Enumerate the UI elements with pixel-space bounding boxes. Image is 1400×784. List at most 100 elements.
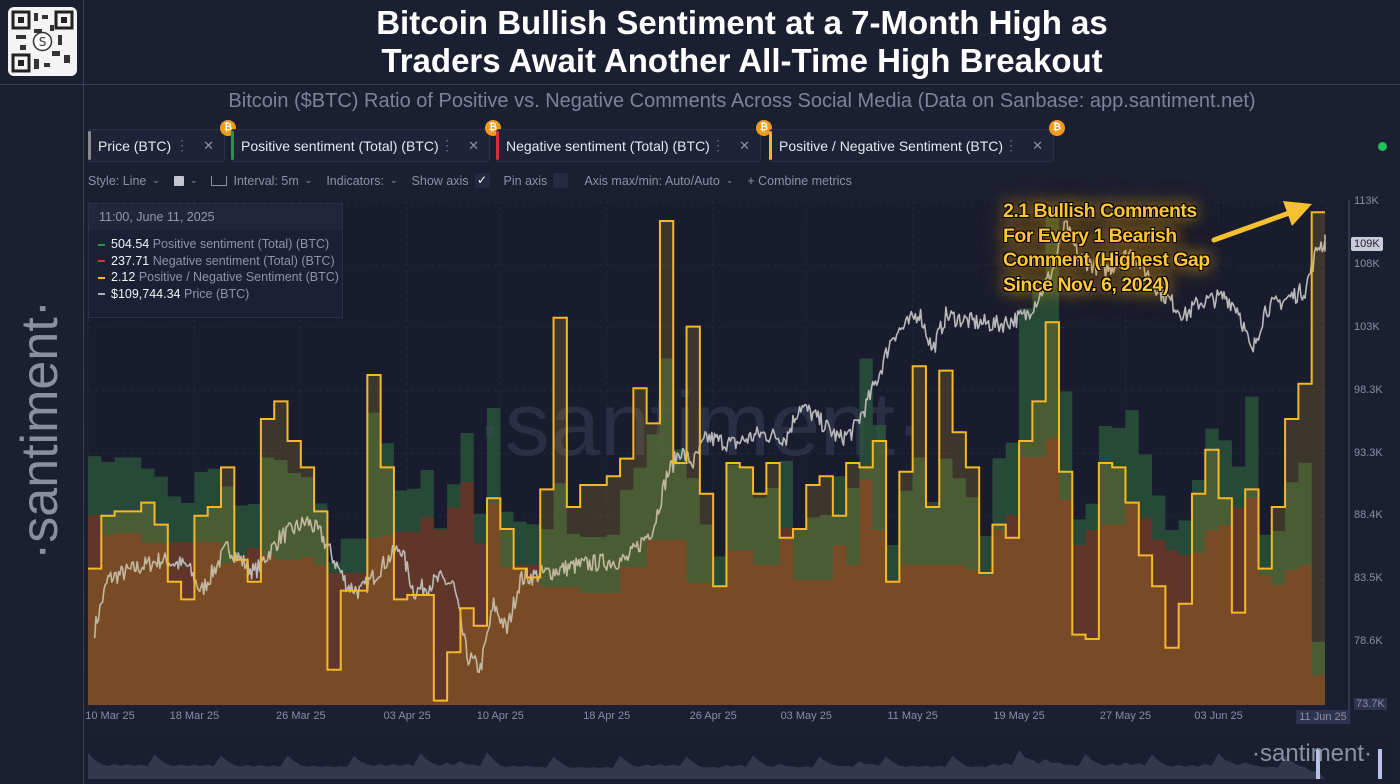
- title-line-1: Bitcoin Bullish Sentiment at a 7-Month H…: [376, 4, 1108, 41]
- y-tick-label: 103K: [1354, 320, 1380, 333]
- live-status-dot: [1378, 142, 1387, 151]
- svg-text:S: S: [39, 35, 47, 49]
- legend-row-negative: 237.71 Negative sentiment (Total) (BTC): [89, 253, 342, 270]
- chart-toolbar: Style: Line ⌄ ⌄ Interval: 5m ⌄ Indicators:…: [88, 173, 858, 188]
- x-tick-label: 03 Apr 25: [383, 710, 431, 722]
- y-tick-label: 93.3K: [1354, 446, 1383, 459]
- title-line-2: Traders Await Another All-Time High Brea…: [381, 42, 1103, 79]
- navigator-handle-right: [1378, 749, 1382, 779]
- metric-chip-ratio[interactable]: Positive / Negative Sentiment (BTC) ⋮ ✕ ₿: [769, 120, 1065, 162]
- metric-label: Positive / Negative Sentiment (BTC): [779, 137, 1004, 154]
- legend-timestamp: 11:00, June 11, 2025: [89, 204, 342, 230]
- legend-label: Price (BTC): [184, 286, 250, 301]
- x-tick-label: 11 May 25: [887, 710, 938, 722]
- metric-color-bar: [231, 131, 234, 160]
- legend-value: $109,744.34: [111, 286, 181, 301]
- chevron-down-icon[interactable]: ⌄: [390, 175, 398, 185]
- legend-row-price: $109,744.34 Price (BTC): [89, 286, 342, 303]
- y-tick-label: 83.5K: [1354, 572, 1383, 585]
- bitcoin-icon: ₿: [1049, 120, 1065, 136]
- close-icon[interactable]: ✕: [739, 137, 750, 153]
- more-icon[interactable]: ⋮: [711, 137, 726, 153]
- y-tick-label: 98.3K: [1354, 383, 1383, 396]
- close-icon[interactable]: ✕: [203, 137, 214, 153]
- current-price-badge: 109K: [1351, 237, 1383, 251]
- ruler-icon: [211, 175, 228, 186]
- pin-axis-checkbox[interactable]: [553, 173, 569, 188]
- chevron-down-icon[interactable]: ⌄: [725, 175, 734, 185]
- santiment-logo: ·santiment·: [1252, 740, 1373, 767]
- annotation-line: For Every 1 Bearish: [1003, 224, 1177, 247]
- ratio-area: [88, 212, 1325, 705]
- metric-color-bar: [496, 131, 499, 160]
- x-tick-label: 18 Apr 25: [583, 710, 631, 722]
- timeline-navigator[interactable]: [88, 735, 1398, 784]
- more-icon[interactable]: ⋮: [440, 137, 455, 153]
- x-tick-label: 03 Jun 25: [1194, 710, 1243, 722]
- style-dropdown[interactable]: Style: Line: [88, 173, 147, 188]
- qr-code-icon: S: [8, 7, 77, 76]
- sentiment-areas: [88, 205, 1325, 705]
- annotation-line: Comment (Highest Gap: [1003, 249, 1210, 271]
- interval-dropdown[interactable]: Interval: 5m: [233, 173, 299, 188]
- x-tick-label: 18 Mar 25: [169, 710, 220, 722]
- more-icon[interactable]: ⋮: [1004, 137, 1019, 153]
- pin-axis-label: Pin axis: [503, 173, 548, 188]
- bitcoin-icon: ₿: [756, 120, 772, 136]
- chevron-down-icon[interactable]: ⌄: [189, 175, 198, 185]
- color-swatch[interactable]: [173, 175, 184, 186]
- metric-color-bar: [88, 131, 91, 160]
- page-subtitle: Bitcoin ($BTC) Ratio of Positive vs. Neg…: [228, 90, 1256, 112]
- annotation-arrow-icon: [1211, 201, 1312, 243]
- divider-horizontal: [0, 84, 1400, 85]
- metric-label: Positive sentiment (Total) (BTC): [241, 137, 439, 154]
- legend-label: Positive / Negative Sentiment (BTC): [138, 270, 339, 284]
- legend-row-positive: 504.54 Positive sentiment (Total) (BTC): [89, 236, 342, 253]
- close-icon[interactable]: ✕: [1032, 137, 1043, 153]
- x-tick-label: 11 Jun 25: [1296, 710, 1350, 724]
- chart-tooltip-legend: 11:00, June 11, 2025 504.54 Positive sen…: [88, 203, 343, 318]
- metric-label: Price (BTC): [98, 137, 172, 154]
- y-tick-label: 113K: [1354, 195, 1379, 207]
- y-tick-label: 78.6K: [1354, 635, 1383, 648]
- metric-chip-price[interactable]: Price (BTC) ⋮ ✕ ₿: [88, 120, 236, 162]
- combine-metrics-button[interactable]: + Combine metrics: [747, 173, 852, 188]
- y-tick-label: 108K: [1354, 257, 1380, 270]
- ratio-series: [88, 211, 1325, 705]
- show-axis-checkbox[interactable]: ✓: [474, 173, 490, 188]
- axis-minmax-dropdown[interactable]: Axis max/min: Auto/Auto: [584, 173, 720, 188]
- indicators-dropdown[interactable]: Indicators:: [326, 173, 384, 188]
- annotation-line: 2.1 Bullish Comments: [1003, 200, 1197, 222]
- navigator-handle-left: [1316, 749, 1320, 779]
- navigator-area: [88, 749, 1325, 779]
- legend-label: Positive sentiment (Total) (BTC): [152, 237, 330, 251]
- more-icon[interactable]: ⋮: [175, 137, 190, 153]
- metric-color-bar: [769, 131, 772, 160]
- legend-label: Negative sentiment (Total) (BTC): [152, 253, 335, 268]
- legend-value: 237.71: [111, 253, 150, 268]
- negative-sentiment-area: [88, 438, 1325, 705]
- price-line: [93, 220, 1326, 674]
- x-tick-label: 10 Mar 25: [85, 710, 135, 722]
- show-axis-label: Show axis: [411, 173, 469, 188]
- legend-value: 504.54: [111, 237, 150, 251]
- divider-vertical: [83, 0, 84, 784]
- y-tick-label: 73.7K: [1354, 698, 1387, 710]
- chevron-down-icon[interactable]: ⌄: [304, 175, 313, 185]
- x-tick-label: 26 Mar 25: [276, 710, 326, 722]
- metric-chip-negative[interactable]: Negative sentiment (Total) (BTC) ⋮ ✕ ₿: [496, 120, 772, 162]
- metric-chip-positive[interactable]: Positive sentiment (Total) (BTC) ⋮ ✕ ₿: [231, 120, 501, 162]
- legend-row-ratio: 2.12 Positive / Negative Sentiment (BTC): [89, 269, 342, 286]
- page-title: Bitcoin Bullish Sentiment at a 7-Month H…: [84, 4, 1400, 80]
- ratio-line: [88, 211, 1325, 702]
- metric-label: Negative sentiment (Total) (BTC): [506, 137, 710, 154]
- legend-value: 2.12: [111, 270, 136, 284]
- x-tick-label: 10 Apr 25: [476, 710, 524, 722]
- price-series: [93, 220, 1326, 674]
- x-tick-label: 27 May 25: [1099, 710, 1152, 722]
- chevron-down-icon[interactable]: ⌄: [152, 175, 160, 185]
- x-tick-label: 03 May 25: [780, 710, 832, 722]
- annotation-callout: 2.1 Bullish Comments For Every 1 Bearish…: [1003, 199, 1210, 297]
- close-icon[interactable]: ✕: [468, 137, 479, 153]
